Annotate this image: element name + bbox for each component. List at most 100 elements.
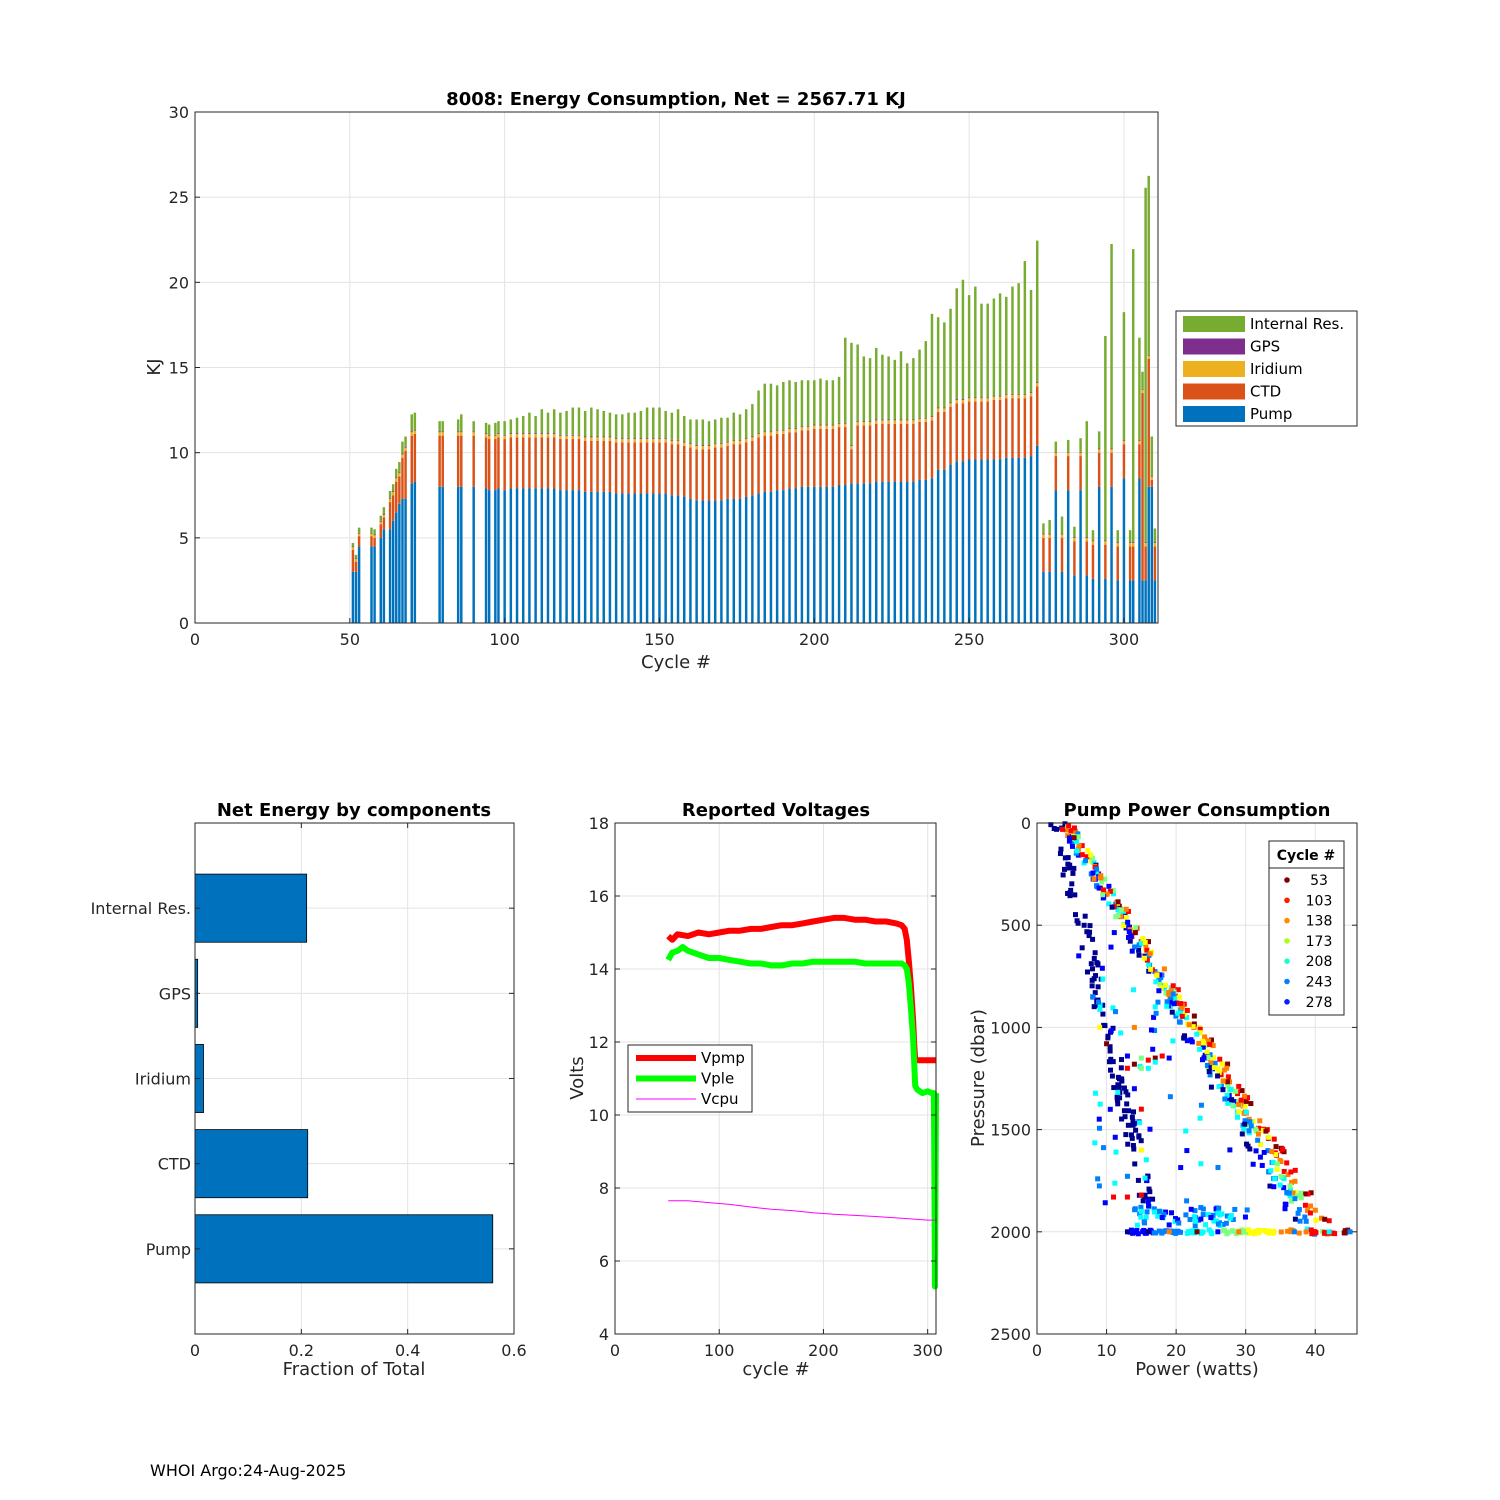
energy-bar-gps xyxy=(652,438,655,440)
pump-power-point xyxy=(1125,919,1131,925)
energy-bar-gps xyxy=(645,438,649,440)
pump-power-point xyxy=(1092,950,1098,956)
energy-bar-ctd xyxy=(404,450,407,499)
energy-bar-pump xyxy=(918,479,921,623)
energy-bar-pump xyxy=(825,486,828,623)
energy-bar-pump xyxy=(354,571,358,623)
energy-bar-pump xyxy=(1116,580,1119,623)
pump-power-point xyxy=(1173,1013,1179,1019)
pump-power-point xyxy=(1140,1198,1146,1204)
voltages-line-vpmp xyxy=(666,914,936,1064)
energy-bar-gps xyxy=(825,424,828,426)
energy-bar-pump xyxy=(497,488,500,623)
energy-bar-iridium xyxy=(1131,542,1135,547)
energy-bar-gps xyxy=(683,441,686,443)
pump-power-point xyxy=(1093,973,1099,979)
net-energy-title: Net Energy by components xyxy=(217,800,491,821)
energy-bar-internal-res xyxy=(856,344,859,422)
pump-power-point xyxy=(1167,1094,1173,1100)
energy-bar-internal-res xyxy=(1048,519,1051,534)
pump-power-point xyxy=(1087,923,1093,929)
voltages-axes-box xyxy=(614,822,937,1335)
pump-power-x-tick-label: 20 xyxy=(1166,1341,1186,1360)
pump-power-point xyxy=(1243,1098,1249,1104)
energy-bar-ctd xyxy=(850,449,853,484)
energy-bar-pump xyxy=(769,491,773,623)
energy-bar-gps xyxy=(373,534,376,536)
pump-power-point xyxy=(1091,955,1097,961)
pump-power-point xyxy=(1124,1053,1130,1059)
pump-power-legend-label: 208 xyxy=(1306,954,1333,970)
pump-power-point xyxy=(1169,1210,1175,1216)
energy-bar-internal-res xyxy=(460,414,463,432)
energy-bar-gps xyxy=(998,395,1002,397)
pump-power-point xyxy=(1175,987,1181,993)
energy-bar-gps xyxy=(856,421,859,423)
energy-bar-pump xyxy=(1023,457,1027,623)
energy-bar-pump xyxy=(1029,456,1033,623)
energy-bar-internal-res xyxy=(868,358,872,422)
energy-bar-gps xyxy=(813,424,816,426)
energy-bar-internal-res xyxy=(1091,530,1095,541)
energy-bar-iridium xyxy=(744,439,748,443)
energy-bar-ctd xyxy=(899,423,903,482)
energy-bar-iridium xyxy=(707,445,711,450)
energy-bar-ctd xyxy=(825,428,828,487)
pump-power-point xyxy=(1224,1213,1230,1219)
pump-power-point xyxy=(1233,1088,1239,1094)
pump-power-point xyxy=(1138,1147,1144,1153)
energy-bar-pump xyxy=(732,498,736,623)
pump-power-point xyxy=(1091,1004,1097,1010)
voltages-y-label: Volts xyxy=(567,1056,588,1099)
pump-power-legend-label: 103 xyxy=(1306,893,1333,909)
pump-power-point xyxy=(1261,1149,1267,1155)
energy-bar-iridium xyxy=(813,425,816,429)
pump-power-point xyxy=(1094,883,1100,889)
energy-bar-iridium xyxy=(1054,452,1058,457)
pump-power-point xyxy=(1242,1118,1248,1124)
pump-power-point xyxy=(1088,858,1094,864)
energy-bar-pump xyxy=(608,491,612,623)
pump-power-point xyxy=(1083,858,1089,864)
pump-power-point xyxy=(1178,1001,1184,1007)
pump-power-point xyxy=(1088,961,1094,967)
energy-bar-internal-res xyxy=(1023,261,1027,394)
energy-bar-pump xyxy=(831,486,835,623)
energy-bar-internal-res xyxy=(1097,431,1101,449)
energy-bar-iridium xyxy=(936,408,940,412)
pump-power-point xyxy=(1126,934,1132,940)
pump-power-point xyxy=(1229,1228,1235,1234)
energy-bar-gps xyxy=(1042,533,1045,535)
energy-bar-iridium xyxy=(1147,355,1150,359)
energy-bar-pump xyxy=(868,483,872,623)
energy-bar-ctd xyxy=(1141,393,1144,581)
pump-power-point xyxy=(1200,1212,1206,1218)
energy-bar-gps xyxy=(540,433,544,434)
pump-power-point xyxy=(1151,1014,1157,1020)
pump-power-point xyxy=(1148,1228,1154,1234)
energy-bar-ctd xyxy=(683,445,686,497)
pump-power-point xyxy=(1163,1209,1169,1215)
energy-bar-gps xyxy=(494,434,497,436)
pump-power-point xyxy=(1191,1021,1197,1027)
energy-bar-iridium xyxy=(1035,382,1039,387)
energy-bar-gps xyxy=(943,407,946,409)
pump-power-point xyxy=(1156,978,1162,984)
energy-bar-ctd xyxy=(528,437,531,489)
energy-bar-ctd xyxy=(395,481,398,513)
energy-bar-ctd xyxy=(732,444,736,499)
pump-power-point xyxy=(1094,869,1100,875)
pump-power-point xyxy=(1111,930,1117,936)
energy-x-tick-label: 50 xyxy=(340,630,360,649)
energy-bar-iridium xyxy=(1048,534,1051,538)
pump-power-point xyxy=(1288,1187,1294,1193)
pump-power-point xyxy=(1190,1228,1196,1234)
energy-bar-ctd xyxy=(751,440,754,496)
energy-bar-ctd xyxy=(1079,456,1082,491)
energy-bar-internal-res xyxy=(701,419,705,446)
energy-bar-internal-res xyxy=(1131,249,1135,543)
energy-bar-pump xyxy=(689,498,692,623)
energy-bar-pump xyxy=(370,546,373,623)
energy-bar-ctd xyxy=(503,439,506,491)
energy-bar-internal-res xyxy=(552,409,556,434)
